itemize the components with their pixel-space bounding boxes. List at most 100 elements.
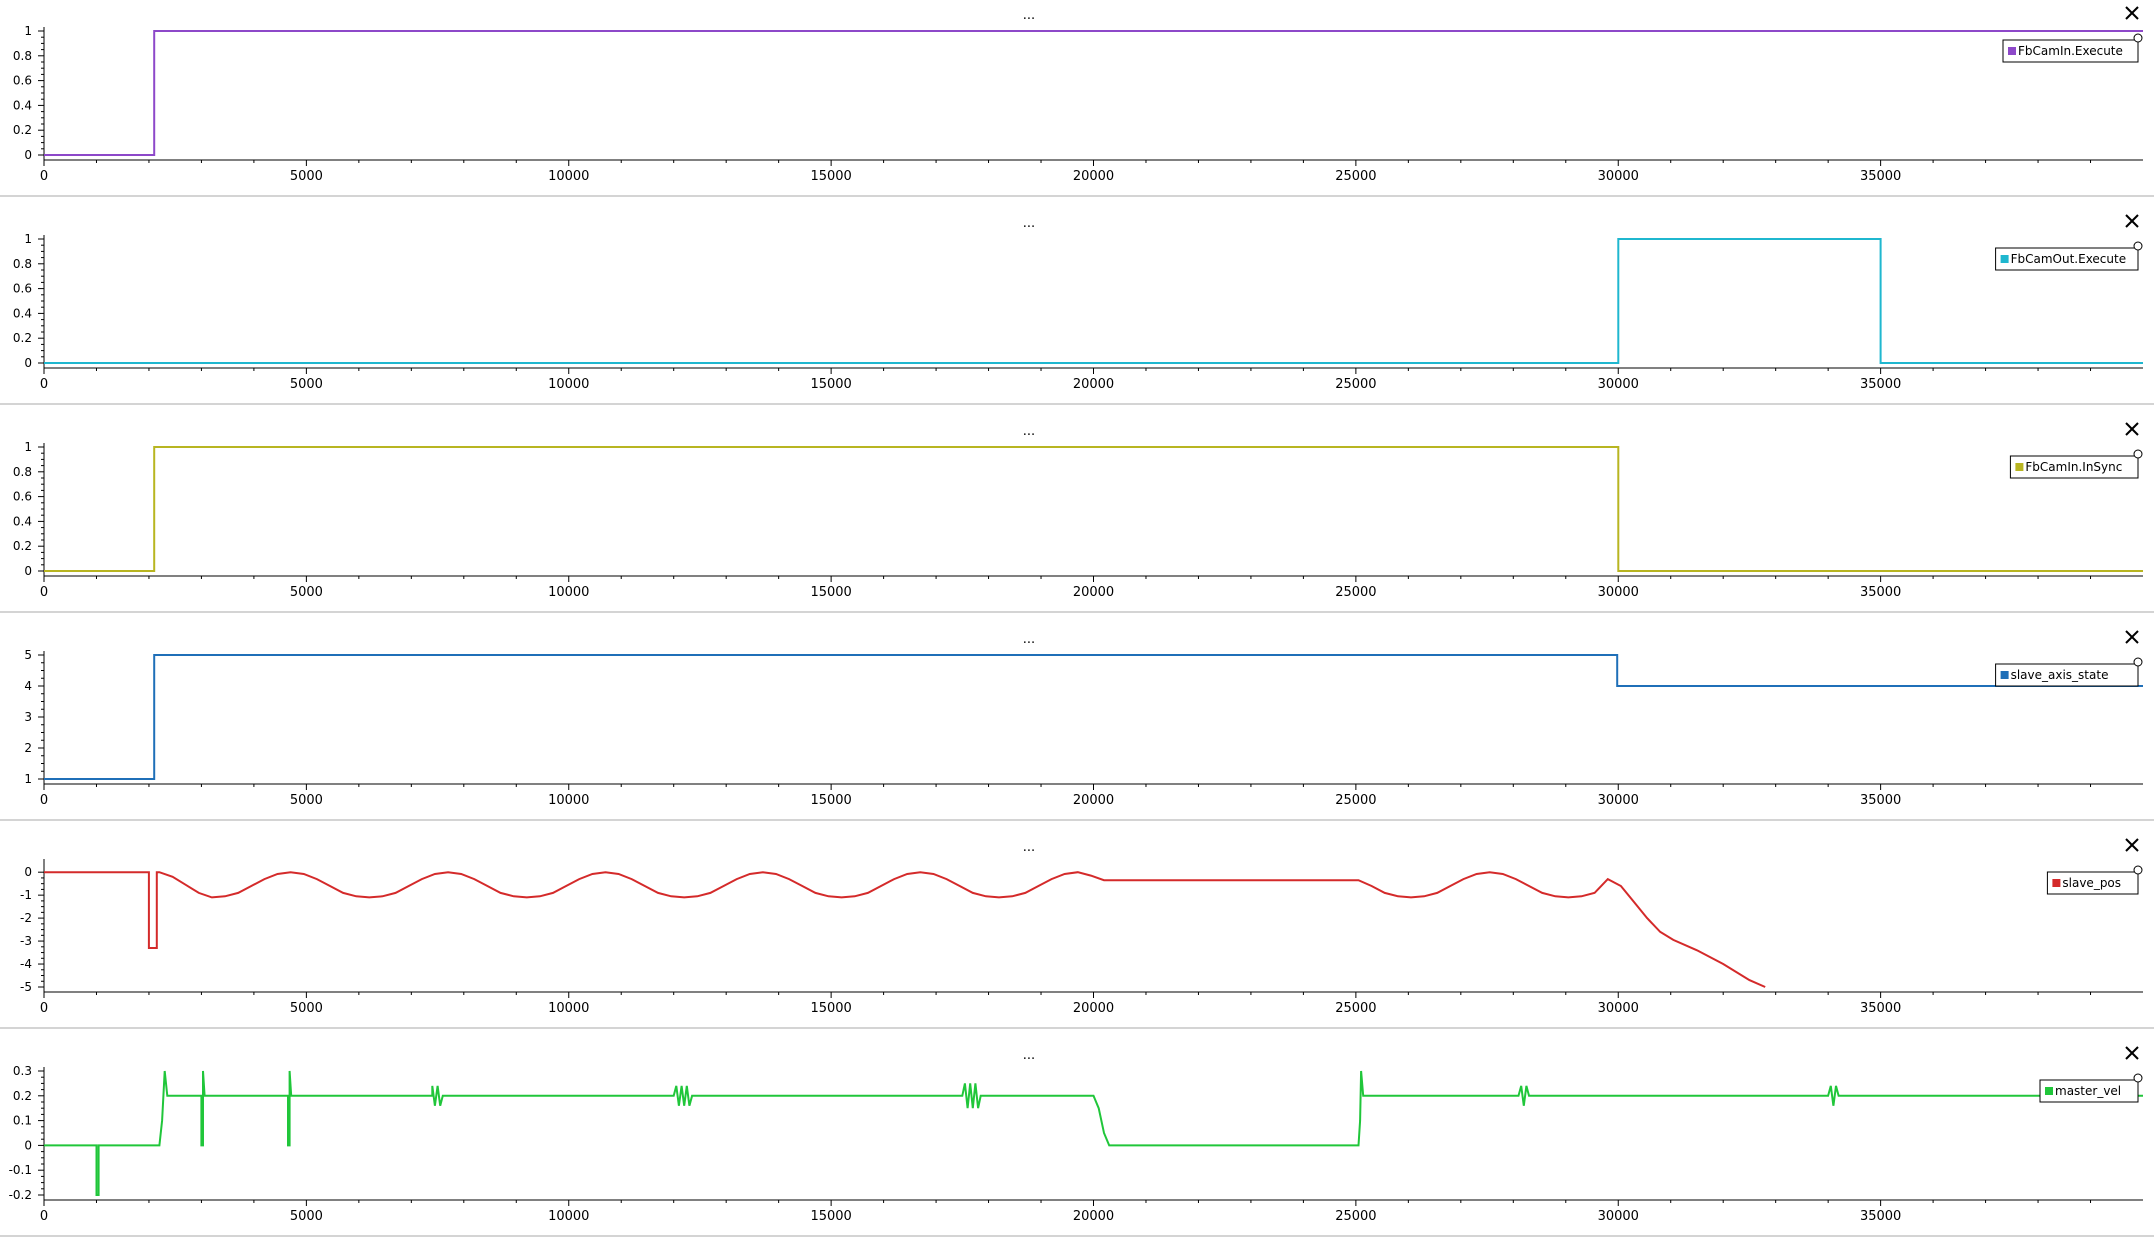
y-tick-label: 0.4 — [13, 514, 32, 528]
legend[interactable]: FbCamIn.InSync — [2009, 449, 2143, 479]
resize-handle[interactable] — [2133, 449, 2143, 459]
y-tick-label: 0.1 — [13, 1114, 32, 1128]
y-tick-label: 1 — [24, 232, 32, 246]
chart-svg: ... 0.3 0.2 0.1 0 -0.1 -0.2 0 5000 10000 15000 2000… — [9, 1046, 2143, 1224]
y-tick-label: -3 — [20, 934, 32, 948]
x-tick-label: 30000 — [1598, 169, 1639, 184]
x-tick-label: 25000 — [1335, 1001, 1376, 1016]
y-tick-label: 0.8 — [13, 257, 32, 271]
chart-svg: ... 0 -1 -2 -3 -4 -5 0 5000 10000 15000 20000 25000 3… — [20, 838, 2143, 1016]
chart-panel: ... 0 -1 -2 -3 -4 -5 0 5000 10000 15000 20000 25000 3… — [0, 832, 2154, 1040]
panel-divider — [0, 611, 2154, 613]
y-tick-label: 0.8 — [13, 49, 32, 63]
x-tick-label: 10000 — [548, 1209, 589, 1224]
y-tick-label: 0 — [24, 356, 32, 370]
resize-handle[interactable] — [2133, 1073, 2143, 1083]
chart-svg: ... 0 0.2 0.4 0.6 0.8 1 0 5000 10000 15000 20000 250… — [13, 422, 2143, 600]
y-tick-label: 4 — [24, 679, 32, 693]
legend-label: FbCamIn.InSync — [2025, 460, 2122, 474]
legend-label: slave_pos — [2062, 876, 2121, 890]
y-tick-label: 0.6 — [13, 282, 32, 296]
panel-divider — [0, 1027, 2154, 1029]
y-tick-label: 0.2 — [13, 123, 32, 137]
y-tick-label: 0.2 — [13, 331, 32, 345]
x-tick-label: 5000 — [290, 1001, 323, 1016]
panel-divider — [0, 819, 2154, 821]
panel-menu-button[interactable]: ... — [1023, 8, 1035, 23]
panel-menu-button[interactable]: ... — [1023, 216, 1035, 231]
x-tick-label: 35000 — [1860, 793, 1901, 808]
x-tick-label: 30000 — [1598, 377, 1639, 392]
x-tick-label: 20000 — [1073, 793, 1114, 808]
resize-handle[interactable] — [2133, 865, 2143, 875]
close-icon[interactable] — [2125, 838, 2139, 852]
y-tick-label: -1 — [20, 888, 32, 902]
x-tick-label: 0 — [40, 585, 48, 600]
legend[interactable]: slave_pos — [2046, 865, 2143, 895]
legend-label: FbCamIn.Execute — [2018, 44, 2123, 58]
x-tick-label: 30000 — [1598, 793, 1639, 808]
x-tick-label: 30000 — [1598, 1001, 1639, 1016]
legend[interactable]: slave_axis_state — [1995, 657, 2143, 687]
series-line — [44, 446, 2143, 572]
x-tick-label: 35000 — [1860, 1001, 1901, 1016]
x-tick-label: 20000 — [1073, 377, 1114, 392]
legend[interactable]: master_vel — [2039, 1073, 2143, 1103]
x-tick-label: 35000 — [1860, 377, 1901, 392]
y-tick-label: -4 — [20, 957, 32, 971]
panel-menu-button[interactable]: ... — [1023, 840, 1035, 855]
x-tick-label: 10000 — [548, 585, 589, 600]
x-tick-label: 25000 — [1335, 793, 1376, 808]
panel-menu-button[interactable]: ... — [1023, 1048, 1035, 1063]
y-tick-label: 0.6 — [13, 490, 32, 504]
y-tick-label: 0.2 — [13, 1089, 32, 1103]
resize-handle[interactable] — [2133, 657, 2143, 667]
panel-menu-button[interactable]: ... — [1023, 632, 1035, 647]
x-tick-label: 0 — [40, 1001, 48, 1016]
resize-handle[interactable] — [2133, 241, 2143, 251]
close-icon[interactable] — [2125, 6, 2139, 20]
x-tick-label: 0 — [40, 377, 48, 392]
y-tick-label: 1 — [24, 440, 32, 454]
x-tick-label: 35000 — [1860, 169, 1901, 184]
chart-svg: ... 0 0.2 0.4 0.6 0.8 1 0 5000 10000 15000 20000 250… — [13, 214, 2143, 392]
x-tick-label: 5000 — [290, 585, 323, 600]
legend-label: master_vel — [2055, 1084, 2121, 1098]
legend[interactable]: FbCamOut.Execute — [1995, 241, 2143, 271]
chart-panel: ... 0 0.2 0.4 0.6 0.8 1 0 5000 10000 15000 20000 250… — [0, 0, 2154, 208]
y-tick-label: 1 — [24, 772, 32, 786]
close-icon[interactable] — [2125, 1046, 2139, 1060]
chart-panel: ... 0 0.2 0.4 0.6 0.8 1 0 5000 10000 15000 20000 250… — [0, 208, 2154, 416]
y-tick-label: 0.8 — [13, 465, 32, 479]
chart-svg: ... 0 0.2 0.4 0.6 0.8 1 0 5000 10000 15000 20000 250… — [13, 6, 2143, 184]
legend-label: FbCamOut.Execute — [2011, 252, 2127, 266]
y-tick-label: 1 — [24, 24, 32, 38]
x-tick-label: 15000 — [810, 793, 851, 808]
close-icon[interactable] — [2125, 630, 2139, 644]
y-tick-label: 0 — [24, 564, 32, 578]
y-tick-label: 0.2 — [13, 539, 32, 553]
x-tick-label: 35000 — [1860, 585, 1901, 600]
y-tick-label: -0.2 — [9, 1188, 32, 1202]
legend-swatch — [2052, 879, 2061, 887]
x-tick-label: 5000 — [290, 1209, 323, 1224]
x-tick-label: 15000 — [810, 585, 851, 600]
y-tick-label: 0.3 — [13, 1064, 32, 1078]
y-tick-label: 3 — [24, 710, 32, 724]
y-tick-label: -5 — [20, 980, 32, 994]
resize-handle[interactable] — [2133, 33, 2143, 43]
x-tick-label: 25000 — [1335, 1209, 1376, 1224]
x-tick-label: 15000 — [810, 377, 851, 392]
panel-menu-button[interactable]: ... — [1023, 424, 1035, 439]
series-line — [44, 30, 2143, 156]
legend-label: slave_axis_state — [2011, 668, 2109, 682]
x-tick-label: 20000 — [1073, 1209, 1114, 1224]
x-tick-label: 15000 — [810, 169, 851, 184]
close-icon[interactable] — [2125, 422, 2139, 436]
legend[interactable]: FbCamIn.Execute — [2002, 33, 2143, 63]
x-tick-label: 30000 — [1598, 1209, 1639, 1224]
x-tick-label: 30000 — [1598, 585, 1639, 600]
legend-swatch — [2000, 671, 2009, 679]
close-icon[interactable] — [2125, 214, 2139, 228]
series-line — [44, 238, 2143, 364]
